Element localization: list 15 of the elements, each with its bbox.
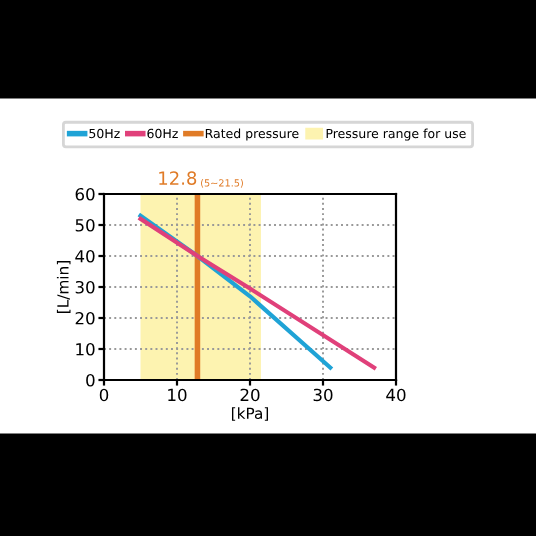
y-tick-label: 0	[86, 373, 95, 387]
x-tick-label: 20	[240, 388, 260, 402]
x-tick-label: 10	[168, 388, 187, 402]
y-tick-label: 10	[76, 342, 95, 356]
line-series	[138, 213, 333, 370]
x-tick-label: 0	[99, 388, 109, 402]
y-tick-label: 30	[75, 280, 95, 294]
x-tick-label: 40	[386, 388, 406, 402]
x-tick-label: 30	[313, 388, 333, 402]
y-tick-label: 60	[75, 187, 95, 201]
y-tick-label: 40	[75, 249, 95, 263]
annotation: 12.8	[159, 171, 197, 185]
y-tick-label: 50	[75, 218, 95, 232]
line-series	[138, 216, 377, 370]
y-tick-label: 20	[75, 311, 95, 325]
